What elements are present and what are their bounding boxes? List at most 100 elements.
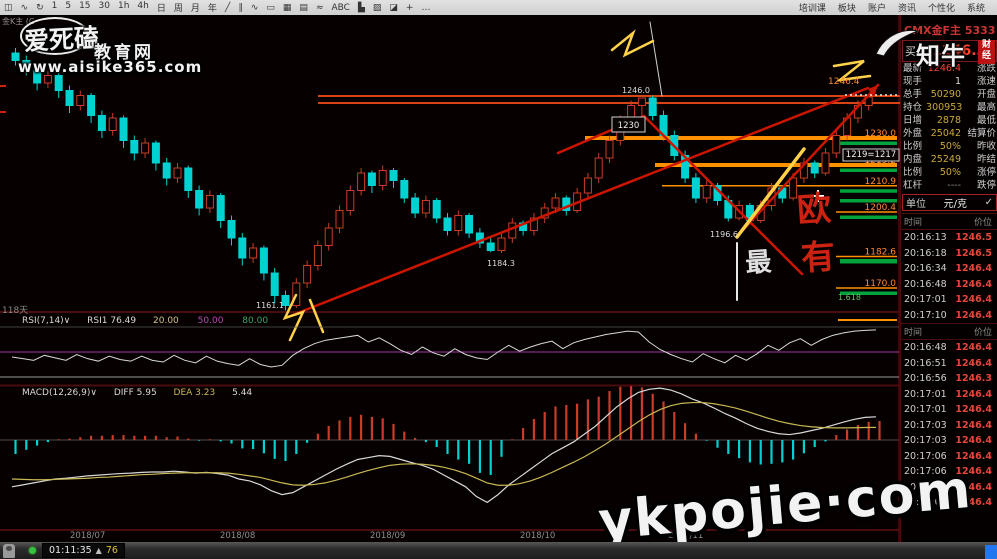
rsi-indicator-name[interactable]: RSI(7,14)∨ [22,316,71,326]
tool-rect-icon[interactable]: ▭ [266,2,275,13]
quote-row-3: 持仓 300953 最高 [901,101,997,114]
period-日[interactable]: 日 [156,4,166,14]
menu-item-2[interactable]: 账户 [867,4,886,14]
main-chart[interactable]: 1230.01219.21210.91200.41182.61170.01246… [0,0,908,545]
candle-body [864,96,873,106]
quote-label: 现手 [903,76,923,87]
period-月[interactable]: 月 [190,4,200,14]
candle-body [216,195,225,221]
quote-row-4: 日增 2878 最低 [901,114,997,127]
tick-row: 20:16:48 1246.4 [901,340,997,356]
menu-item-3[interactable]: 资讯 [897,4,916,14]
period-5[interactable]: 5 [65,1,72,11]
tool-trendline-icon[interactable]: ╱ [224,2,231,13]
candle-body [65,90,74,106]
quote-right-label: 最低 [976,115,996,126]
show-desktop-corner[interactable] [985,545,997,559]
brand-badge-char-2: 经 [981,51,991,61]
yellow-scribble-top-right[interactable] [832,59,872,82]
tick-time: 20:16:18 [904,247,947,259]
candle-body [87,95,96,116]
contract-title[interactable]: CMX金F主 5333 [904,24,996,37]
chart-type-icon[interactable]: ◫ [4,2,13,13]
quote-right-label: 跌停 [976,180,996,191]
tool-eraser-icon[interactable]: ◪ [389,2,398,13]
rsi-level-20: 20.00 [153,316,179,326]
date-label: 2018/08 [220,531,256,541]
period-15[interactable]: 15 [79,1,91,11]
menu-item-4[interactable]: 个性化 [927,4,955,14]
period-1h[interactable]: 1h [117,1,130,11]
tool-crosshair-icon[interactable]: + [405,2,414,13]
downtrend-line[interactable] [642,114,804,276]
tool-gann-grid-icon[interactable]: ▤ [299,2,308,13]
tick-price: 1246.4 [955,450,992,462]
yellow-lightning-bottom-left[interactable] [282,293,306,342]
candle-body [43,75,52,84]
candle-body [33,70,42,84]
candle-body [238,237,247,259]
tick-time: 20:17:10 [904,309,947,321]
candle-body [324,227,333,246]
yellow-scribble-top-center[interactable] [610,29,655,58]
tick-time-col: 时间 [904,328,923,338]
tool-text-icon[interactable]: ABC [331,2,350,13]
candle-body [389,170,398,181]
period-1[interactable]: 1 [51,1,58,11]
taskbar[interactable]: 01:11:35 ▲ 76 [0,542,997,559]
period-30[interactable]: 30 [98,1,110,11]
candle-body [594,157,603,179]
candle-body [432,200,441,219]
line-type-icon[interactable]: ∿ [20,2,29,13]
candle-body [357,172,366,191]
candle-body [173,167,182,179]
refresh-icon[interactable]: ↻ [36,2,44,13]
quote-value: 25042 [930,128,961,139]
v-recovery-line[interactable] [740,83,880,233]
macd-indicator-name[interactable]: MACD(12,26,9)∨ [22,388,97,398]
tick-time: 20:17:01 [904,388,947,400]
tick-row: 20:16:51 1246.4 [901,356,997,372]
tool-fib-grid-icon[interactable]: ▦ [282,2,292,13]
menu-item-0[interactable]: 培训课 [798,4,826,14]
price-annotation: 1.618 [838,293,861,302]
yellow-channel-line[interactable] [735,147,806,239]
tool-paint-icon[interactable]: ▙ [357,2,365,13]
unit-value: 元/克 [943,199,967,210]
fib-green-tag [840,215,897,219]
unit-row[interactable]: 单位 元/克 ✓ [902,194,997,211]
taskbar-app-icon[interactable] [3,543,15,558]
annotation-box[interactable] [842,148,900,162]
tick-time: 20:16:48 [904,342,947,353]
tick-row: 20:17:03 1246.4 [901,418,997,434]
candle-body [141,142,150,154]
fib-green-tag [840,168,897,172]
candle-body [411,197,420,214]
quote-value: 1246.4 [927,63,961,74]
tool-pattern-icon[interactable]: ▨ [372,2,382,13]
annotation-box[interactable] [611,116,646,133]
period-4h[interactable]: 4h [137,1,149,11]
symbol-label: 金K主 (C [2,17,35,26]
menu-item-1[interactable]: 板块 [837,4,856,14]
quote-row-8: 比例 50% 涨停 [901,166,997,179]
tool-parallel-icon[interactable]: ∥ [238,2,243,13]
candle-body [195,190,204,209]
tool-more-icon[interactable]: … [421,2,431,13]
tick-list-1: 20:16:13 1246.5 20:16:18 1246.5 20:16:34 1246… [901,230,997,323]
tool-wave-icon[interactable]: ∿ [250,2,259,13]
buy-label: 买入 [905,45,927,58]
menu-item-5[interactable]: 系统 [966,4,985,14]
tick-price: 1246.5 [955,232,992,243]
candle-body [465,215,474,234]
tool-zigzag-icon[interactable]: ≈ [315,2,324,13]
white-mark-line[interactable] [649,21,663,97]
quote-label: 比例 [903,141,923,152]
quote-label: 内盘 [903,154,923,165]
tick-price: 1246.4 [955,466,992,477]
period-年[interactable]: 年 [207,4,217,14]
major-uptrend-line[interactable] [283,86,870,320]
annotation-box-label: 1230 [618,121,640,131]
period-周[interactable]: 周 [173,4,183,14]
quote-row-2: 总手 50290 开盘 [901,88,997,101]
